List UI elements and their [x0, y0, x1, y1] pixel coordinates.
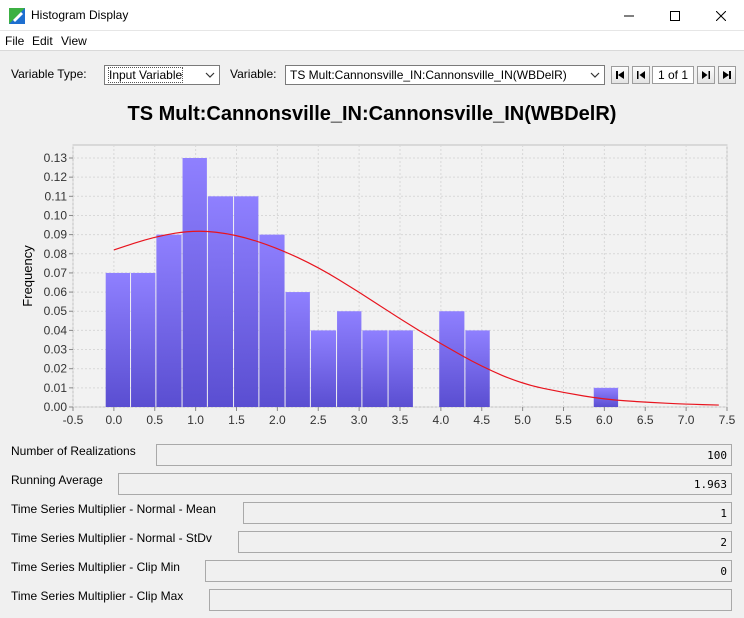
- histogram-bar: [285, 292, 310, 407]
- histogram-bar: [207, 196, 234, 407]
- histogram-bar: [439, 311, 465, 407]
- fit-curve: [113, 230, 719, 406]
- histogram-bar: [156, 234, 182, 407]
- realizations-field: 100: [156, 444, 732, 466]
- page-indicator[interactable]: 1 of 1: [652, 66, 694, 84]
- histogram-bar: [131, 272, 156, 407]
- next-page-icon: [702, 71, 710, 79]
- chevron-down-icon: [205, 72, 215, 78]
- y-tick-label: 0.00: [44, 400, 68, 414]
- histogram-bar: [310, 330, 337, 407]
- x-tick-label: 3.0: [351, 413, 368, 427]
- first-page-icon: [616, 71, 624, 79]
- histogram-bar: [105, 272, 131, 407]
- x-tick-label: 3.5: [392, 413, 409, 427]
- y-tick-label: 0.09: [44, 228, 68, 242]
- x-tick-label: 6.0: [596, 413, 613, 427]
- field-label-realizations: Number of Realizations: [11, 444, 136, 458]
- x-tick-label: 2.0: [269, 413, 286, 427]
- x-tick-label: 6.5: [637, 413, 654, 427]
- close-icon: [716, 10, 726, 21]
- clip-min-field: 0: [205, 560, 732, 582]
- last-page-icon: [723, 71, 731, 79]
- x-tick-label: 4.0: [433, 413, 450, 427]
- chevron-down-icon: [590, 72, 600, 78]
- y-tick-label: 0.11: [45, 189, 68, 203]
- y-tick-label: 0.04: [44, 323, 68, 337]
- maximize-button[interactable]: [652, 0, 698, 31]
- clip-max-field: [209, 589, 732, 611]
- x-tick-label: 7.5: [719, 413, 736, 427]
- histogram-bar: [182, 158, 207, 407]
- y-tick-label: 0.10: [44, 208, 68, 222]
- y-tick-label: 0.05: [44, 304, 68, 318]
- histogram-bar: [337, 311, 362, 407]
- field-label-normal-mean: Time Series Multiplier - Normal - Mean: [11, 502, 216, 516]
- x-tick-label: 5.5: [555, 413, 572, 427]
- variable-select[interactable]: TS Mult:Cannonsville_IN:Cannonsville_IN(…: [285, 65, 605, 85]
- field-label-clip-min: Time Series Multiplier - Clip Min: [11, 560, 180, 574]
- histogram-chart: 0.00 0.01 0.02 0.03 0.04 0.05 0.06 0.07 0.08 0.09…: [0, 130, 744, 435]
- x-tick-label: -0.5: [63, 413, 84, 427]
- app-icon: [9, 8, 25, 24]
- menu-bar: File Edit View: [0, 31, 744, 51]
- menu-edit[interactable]: Edit: [32, 34, 53, 48]
- histogram-bar: [234, 196, 259, 407]
- next-page-button[interactable]: [697, 66, 715, 84]
- y-axis-label: Frequency: [20, 245, 35, 307]
- variable-type-label: Variable Type:: [11, 67, 87, 81]
- window-title: Histogram Display: [31, 8, 129, 22]
- y-tick-label: 0.08: [44, 247, 68, 261]
- variable-value: TS Mult:Cannonsville_IN:Cannonsville_IN(…: [290, 68, 567, 82]
- x-tick-label: 0.0: [106, 413, 123, 427]
- y-tick-label: 0.01: [44, 381, 68, 395]
- y-tick-label: 0.13: [44, 151, 68, 165]
- histogram-bar: [362, 330, 388, 407]
- last-page-button[interactable]: [718, 66, 736, 84]
- previous-page-button[interactable]: [632, 66, 650, 84]
- field-label-running-average: Running Average: [11, 473, 103, 487]
- x-tick-label: 2.5: [310, 413, 327, 427]
- histogram-bar: [388, 330, 413, 407]
- x-tick-label: 4.5: [473, 413, 490, 427]
- previous-page-icon: [637, 71, 645, 79]
- normal-stdv-field: 2: [238, 531, 732, 553]
- menu-file[interactable]: File: [5, 34, 25, 48]
- histogram-bar: [593, 387, 619, 407]
- histogram-bar: [465, 330, 490, 407]
- histogram-bar: [259, 234, 285, 407]
- x-tick-label: 0.5: [146, 413, 163, 427]
- x-tick-label: 5.0: [514, 413, 531, 427]
- y-tick-label: 0.07: [44, 266, 68, 280]
- variable-type-value: Input Variable: [107, 67, 184, 83]
- y-tick-label: 0.12: [44, 170, 68, 184]
- minimize-button[interactable]: [606, 0, 652, 31]
- y-tick-label: 0.06: [44, 285, 68, 299]
- y-tick-label: 0.03: [44, 343, 68, 357]
- variable-label: Variable:: [230, 67, 277, 81]
- field-label-clip-max: Time Series Multiplier - Clip Max: [11, 589, 184, 603]
- x-tick-label: 1.0: [187, 413, 204, 427]
- x-tick-label: 7.0: [678, 413, 695, 427]
- menu-view[interactable]: View: [61, 34, 87, 48]
- minimize-icon: [624, 15, 634, 16]
- variable-type-select[interactable]: Input Variable: [104, 65, 220, 85]
- close-button[interactable]: [698, 0, 744, 31]
- histogram-plot: 0.00 0.01 0.02 0.03 0.04 0.05 0.06 0.07 0.08 0.09…: [20, 144, 736, 427]
- field-label-normal-stdv: Time Series Multiplier - Normal - StDv: [11, 531, 212, 545]
- y-tick-label: 0.02: [44, 362, 68, 376]
- first-page-button[interactable]: [611, 66, 629, 84]
- chart-title: TS Mult:Cannonsville_IN:Cannonsville_IN(…: [127, 103, 617, 125]
- maximize-icon: [670, 10, 680, 21]
- normal-mean-field: 1: [243, 502, 732, 524]
- x-tick-label: 1.5: [228, 413, 245, 427]
- title-bar: Histogram Display: [0, 0, 744, 31]
- running-average-field: 1.963: [118, 473, 732, 495]
